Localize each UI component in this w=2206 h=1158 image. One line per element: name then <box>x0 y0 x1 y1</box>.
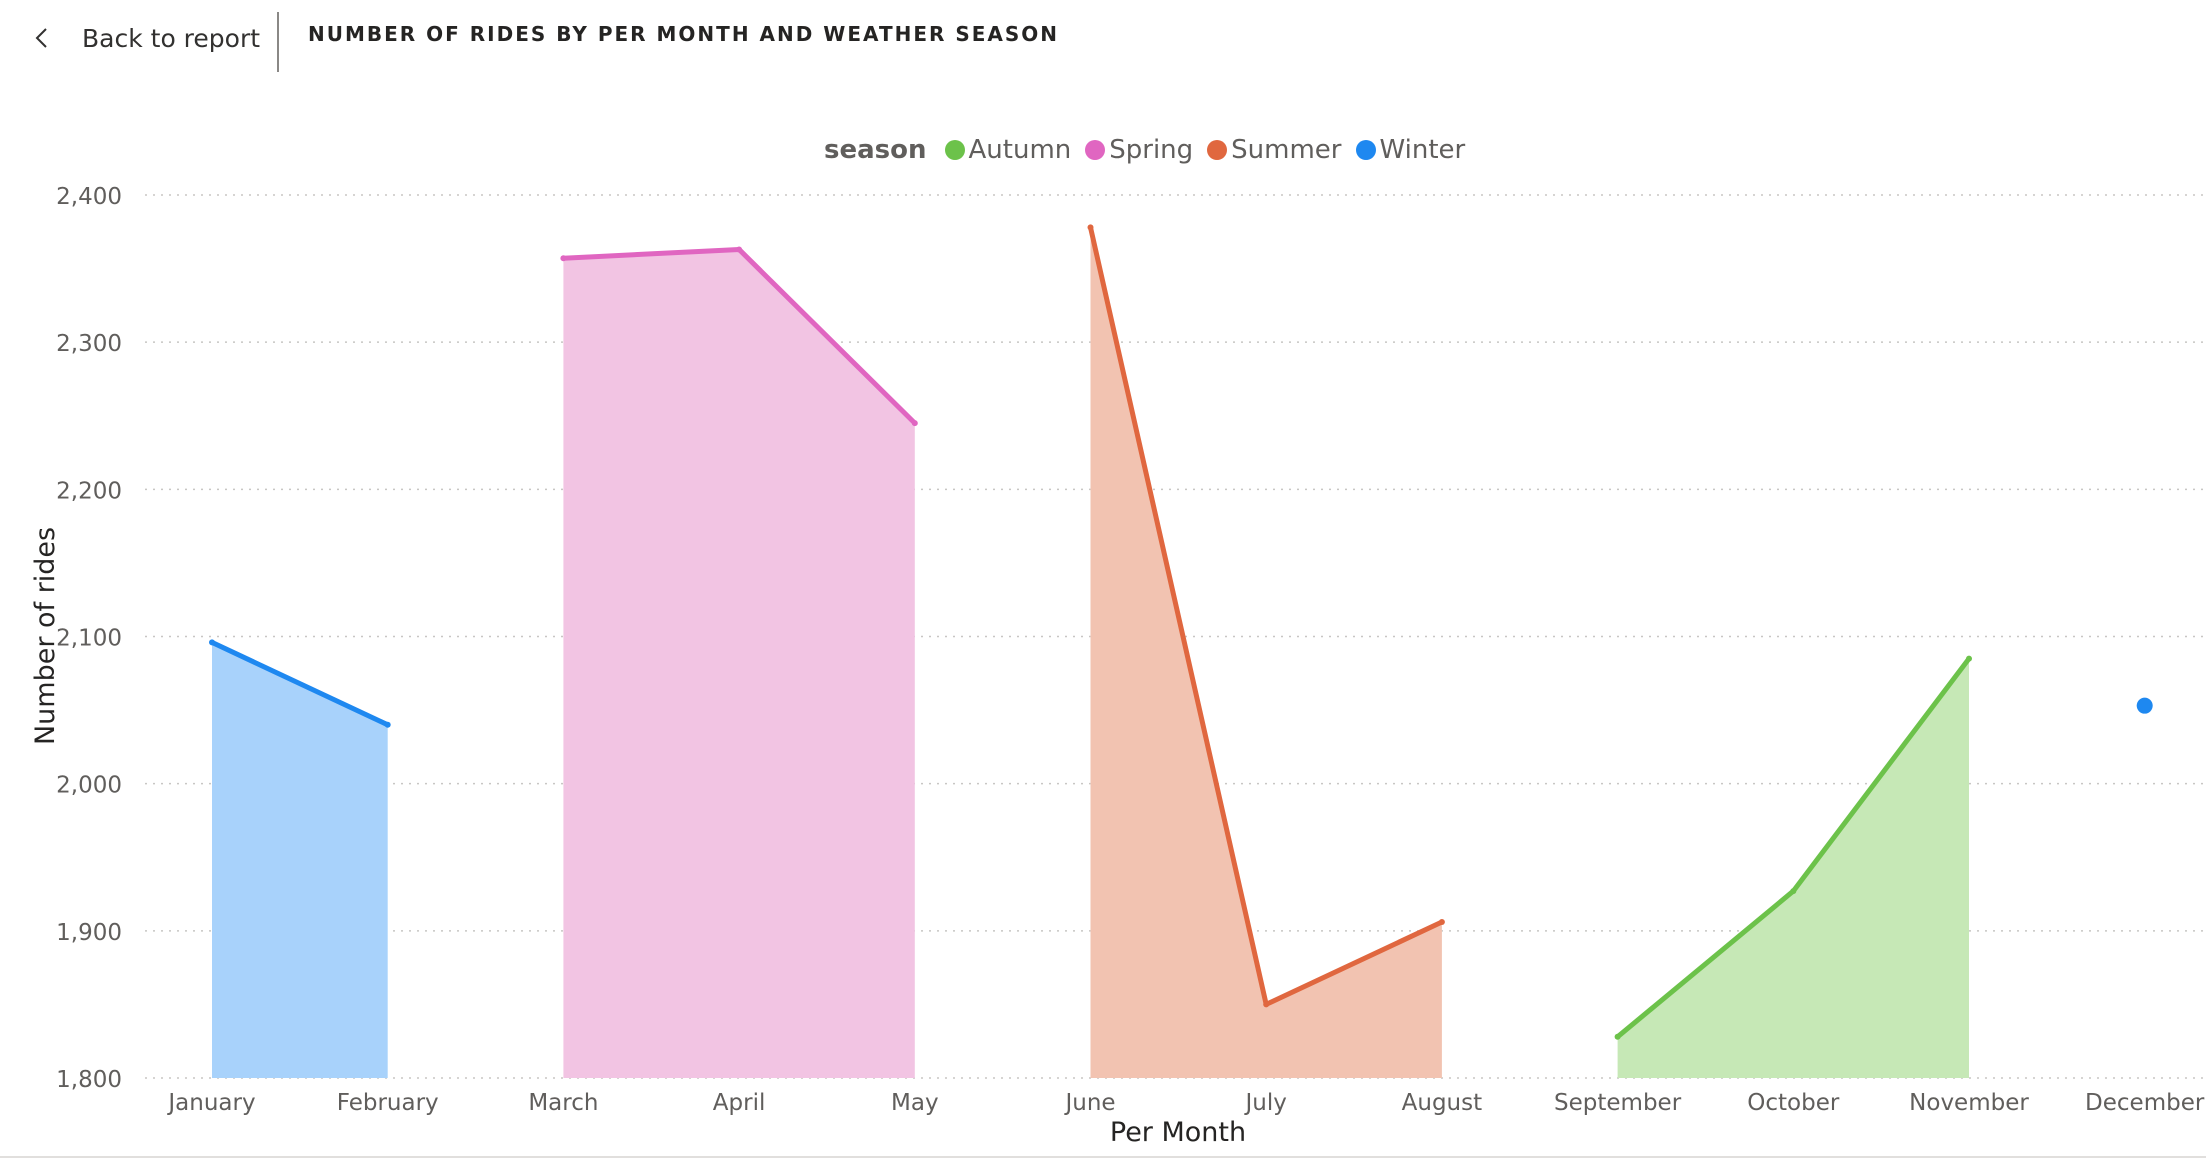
x-tick-label: December <box>2085 1090 2205 1116</box>
x-tick-label: August <box>1402 1090 1483 1116</box>
title-divider <box>277 12 279 72</box>
point-summer <box>1087 224 1094 231</box>
point-autumn <box>1790 888 1797 895</box>
x-tick-label: May <box>891 1090 939 1116</box>
x-tick-label: January <box>166 1090 255 1116</box>
back-to-report-button[interactable]: Back to report <box>28 18 260 58</box>
point-summer <box>1438 919 1445 926</box>
point-spring <box>911 420 918 427</box>
point-spring <box>736 246 743 253</box>
legend-marker-winter <box>1355 140 1376 160</box>
area-spring <box>563 249 915 1078</box>
x-tick-label: February <box>337 1090 439 1116</box>
x-tick-label: October <box>1747 1090 1840 1116</box>
y-tick-label: 1,800 <box>56 1067 122 1093</box>
legend-marker-summer <box>1207 140 1228 160</box>
chevron-left-icon <box>35 28 47 48</box>
x-tick-label: November <box>1909 1090 2029 1116</box>
legend-item-spring[interactable]: Spring <box>1085 135 1193 165</box>
legend-marker-spring <box>1085 140 1106 160</box>
legend-label-autumn: Autumn <box>968 135 1072 165</box>
y-tick-label: 2,300 <box>56 331 122 357</box>
legend-item-autumn[interactable]: Autumn <box>944 135 1072 165</box>
x-tick-label: September <box>1554 1090 1682 1116</box>
legend-label-spring: Spring <box>1109 135 1194 165</box>
legend-title: season <box>824 135 927 165</box>
chart-legend: season Autumn Spring Summer Winter <box>824 130 1479 170</box>
y-tick-label: 2,200 <box>56 478 122 504</box>
point-spring <box>560 255 567 262</box>
y-tick-label: 1,900 <box>56 920 122 946</box>
legend-item-summer[interactable]: Summer <box>1207 135 1342 165</box>
legend-label-summer: Summer <box>1231 135 1342 165</box>
point-summer <box>1263 1001 1270 1008</box>
area-summer <box>1090 227 1442 1079</box>
point-winter <box>384 721 391 728</box>
top-bar: Back to report NUMBER OF RIDES BY PER MO… <box>0 0 2206 76</box>
visual-title: NUMBER OF RIDES BY PER MONTH AND WEATHER… <box>308 22 1060 46</box>
x-tick-label: July <box>1244 1090 1287 1116</box>
point-autumn <box>1966 655 1972 662</box>
y-tick-label: 2,400 <box>56 184 122 210</box>
legend-item-winter[interactable]: Winter <box>1355 135 1466 165</box>
y-tick-label: 2,100 <box>56 626 122 652</box>
y-axis-title: Number of rides <box>30 527 61 745</box>
x-tick-label: June <box>1063 1090 1115 1116</box>
legend-label-winter: Winter <box>1379 135 1466 165</box>
point-winter <box>209 639 215 646</box>
area-autumn <box>1617 658 1969 1078</box>
point-autumn <box>1614 1033 1621 1040</box>
legend-marker-autumn <box>944 140 965 160</box>
area-winter <box>212 642 388 1078</box>
back-to-report-label: Back to report <box>82 23 261 53</box>
x-tick-label: April <box>713 1090 766 1116</box>
y-tick-label: 2,000 <box>56 773 122 799</box>
x-axis-title: Per Month <box>1110 1117 1246 1148</box>
x-tick-label: March <box>528 1090 598 1116</box>
line-winter <box>210 640 389 728</box>
point-winter <box>2136 697 2153 714</box>
bottom-border <box>0 1156 2206 1158</box>
